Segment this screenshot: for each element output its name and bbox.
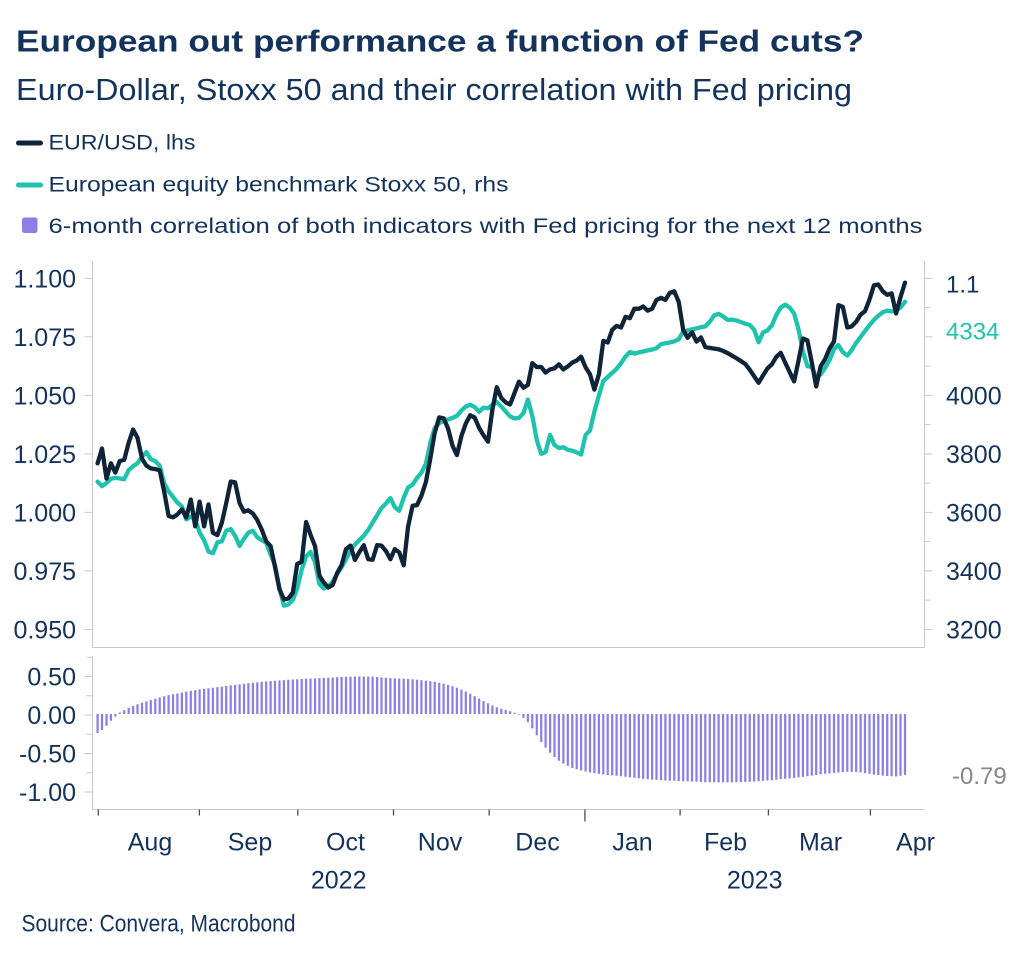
svg-text:EUR/USD, lhs: EUR/USD, lhs (49, 132, 196, 155)
svg-text:Apr: Apr (896, 829, 935, 857)
svg-text:3400: 3400 (946, 558, 1002, 586)
svg-text:0.50: 0.50 (27, 664, 76, 692)
svg-text:Feb: Feb (704, 829, 747, 857)
svg-text:6-month correlation of both in: 6-month correlation of both indicators w… (49, 215, 923, 238)
svg-text:1.050: 1.050 (13, 382, 76, 410)
svg-text:4000: 4000 (946, 382, 1002, 410)
svg-text:1.000: 1.000 (13, 499, 76, 527)
svg-text:Dec: Dec (515, 829, 559, 857)
svg-text:1.075: 1.075 (13, 324, 76, 352)
svg-text:European equity benchmark Stox: European equity benchmark Stoxx 50, rhs (49, 174, 509, 197)
svg-text:0.975: 0.975 (13, 558, 76, 586)
svg-text:3600: 3600 (946, 499, 1002, 527)
svg-text:Oct: Oct (326, 829, 365, 857)
svg-text:Aug: Aug (128, 829, 172, 857)
svg-text:Euro-Dollar, Stoxx 50 and thei: Euro-Dollar, Stoxx 50 and their correlat… (16, 72, 852, 107)
svg-text:0.950: 0.950 (13, 616, 76, 644)
svg-text:Mar: Mar (799, 829, 842, 857)
svg-text:Source: Convera, Macrobond: Source: Convera, Macrobond (22, 911, 296, 938)
svg-text:-0.79: -0.79 (952, 763, 1007, 790)
svg-text:-1.00: -1.00 (19, 779, 76, 807)
svg-text:2023: 2023 (727, 867, 783, 895)
svg-text:-0.50: -0.50 (19, 741, 76, 769)
svg-text:European out performance a fun: European out performance a function of F… (16, 24, 864, 59)
svg-text:1.100: 1.100 (13, 265, 76, 293)
svg-text:4334: 4334 (946, 319, 999, 346)
svg-text:Jan: Jan (612, 829, 652, 857)
svg-text:Nov: Nov (418, 829, 463, 857)
svg-text:1.025: 1.025 (13, 441, 76, 469)
svg-text:2022: 2022 (311, 867, 367, 895)
svg-text:0.00: 0.00 (27, 702, 76, 730)
svg-text:1.1: 1.1 (946, 272, 979, 299)
svg-text:Sep: Sep (228, 829, 272, 857)
svg-text:3200: 3200 (946, 616, 1002, 644)
svg-text:3800: 3800 (946, 441, 1002, 469)
